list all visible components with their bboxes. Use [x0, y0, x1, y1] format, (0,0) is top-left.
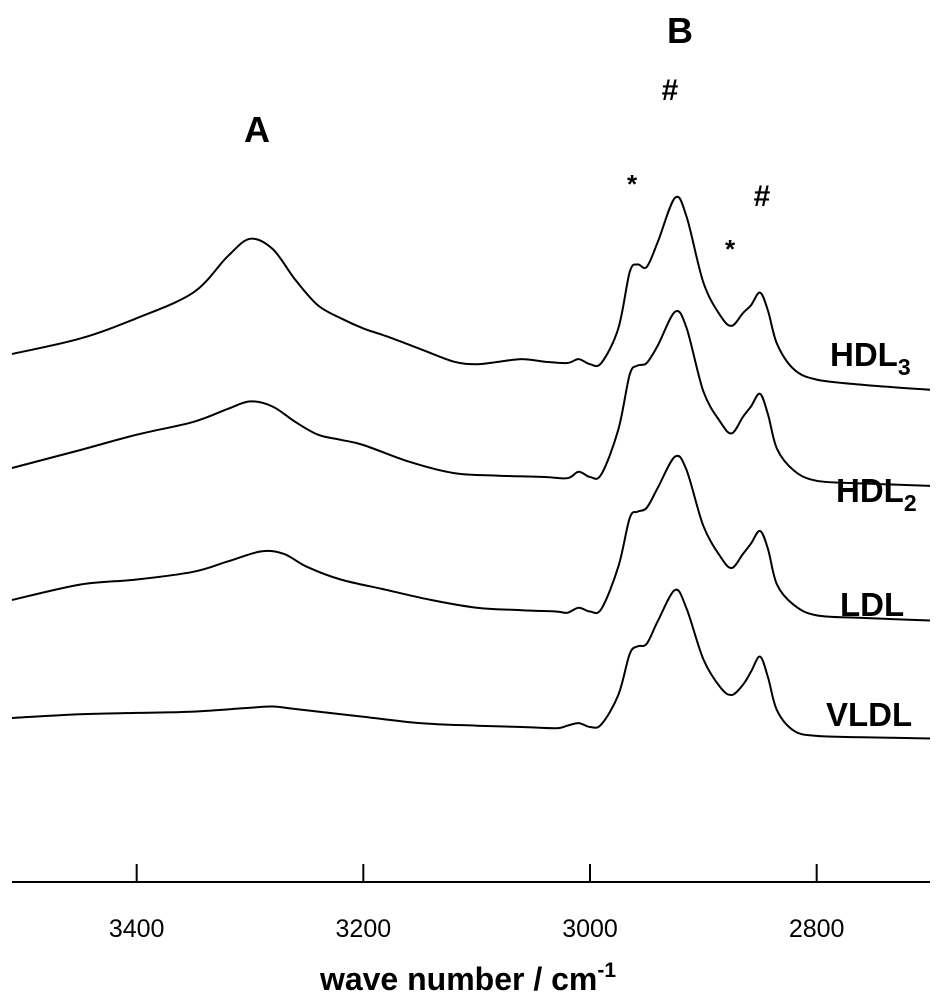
- x-axis: 3400 3200 3000 2800: [12, 864, 930, 943]
- series-label-vldl: VLDL: [826, 696, 912, 733]
- series-label-subscript: 3: [898, 354, 911, 380]
- peak-marker-star-3: *: [725, 234, 736, 264]
- trace-ldl: [11, 454, 931, 622]
- peak-marker-hash-1: #: [754, 180, 771, 213]
- x-tick-label-3200: 3200: [336, 915, 392, 943]
- series-label-name: HDL: [836, 472, 904, 509]
- series-label-hdl3: HDL3: [830, 336, 911, 380]
- x-tick-label-3000: 3000: [562, 915, 618, 943]
- x-tick-label-2800: 2800: [789, 915, 845, 943]
- series-label-ldl: LDL: [840, 586, 904, 623]
- series-label-name: VLDL: [826, 696, 912, 733]
- peak-annotations: A B # # * *: [244, 10, 771, 264]
- series-label-name: HDL: [830, 336, 898, 373]
- series-label-subscript: 2: [904, 490, 917, 516]
- band-label-a: A: [244, 109, 270, 150]
- peak-marker-hash-0: #: [662, 74, 679, 107]
- peak-marker-star-2: *: [627, 169, 638, 199]
- x-axis-title-superscript: -1: [597, 959, 616, 982]
- trace-hdl3: [11, 195, 931, 391]
- trace-hdl2: [11, 310, 931, 487]
- spectra-traces: [11, 195, 931, 740]
- series-label-name: LDL: [840, 586, 904, 623]
- series-label-hdl2: HDL2: [836, 472, 917, 516]
- trace-vldl: [11, 588, 931, 740]
- x-axis-title: wave number / cm-1: [319, 959, 616, 997]
- x-axis-title-text: wave number / cm: [319, 961, 597, 997]
- x-tick-label-3400: 3400: [109, 915, 165, 943]
- band-label-b: B: [667, 10, 693, 51]
